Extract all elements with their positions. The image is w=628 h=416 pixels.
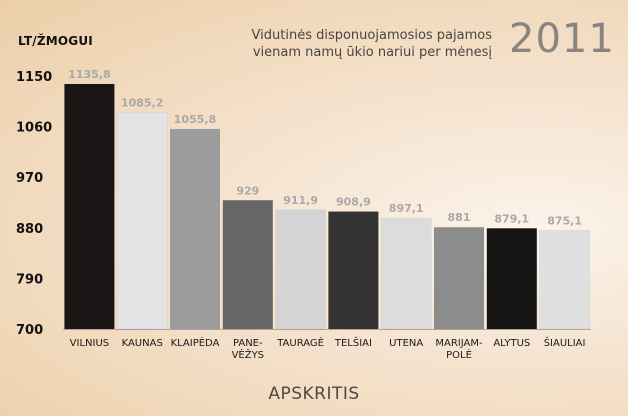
bar-value-label: 929 [236, 184, 259, 197]
bar [328, 211, 379, 329]
y-tick-label: 1150 [16, 70, 52, 85]
bar-value-label: 911,9 [283, 194, 318, 207]
y-tick-label: 790 [16, 272, 43, 287]
x-tick-label: KLAIPĖDA [171, 336, 220, 349]
y-tick-label: 700 [16, 323, 43, 338]
x-tick-label: VILNIUS [70, 338, 109, 349]
chart-year: 2011 [509, 16, 615, 62]
bar [434, 227, 484, 329]
x-tick-label: KAUNAS [122, 338, 163, 349]
bar [539, 230, 590, 330]
bar [275, 209, 326, 330]
x-tick-label: UTENA [389, 338, 423, 349]
bar-value-label: 875,1 [547, 215, 582, 228]
bar [116, 112, 168, 330]
x-tick-label: VĖŽYS [232, 348, 264, 361]
y-tick-label: 1060 [16, 121, 52, 136]
bar-value-label: 879,1 [494, 212, 529, 225]
x-tick-label: MARIJAM- [435, 338, 483, 349]
bar-value-label: 1135,8 [68, 68, 110, 81]
x-tick-label: ŠIAULIAI [544, 336, 586, 349]
x-tick-label: POLĖ [446, 348, 472, 361]
bar-value-label: 881 [448, 211, 471, 224]
x-axis-label: APSKRITIS [268, 384, 360, 404]
bar-value-label: 908,9 [336, 196, 371, 209]
x-tick-label: PANE- [233, 338, 263, 349]
bar [222, 200, 273, 329]
bar [170, 128, 220, 329]
y-axis-unit-label: LT/ŽMOGUI [18, 34, 93, 48]
bar [64, 83, 115, 330]
chart-title-line-2: vienam namų ūkio nariui per mėnesį [252, 45, 492, 60]
bar-value-label: 1085,2 [121, 96, 163, 109]
bar [380, 217, 432, 330]
bar-value-label: 1055,8 [174, 113, 216, 126]
x-tick-label: TELŠIAI [334, 336, 372, 349]
y-tick-label: 880 [16, 222, 43, 237]
chart-title: Vidutinės disponuojamosios pajamos viena… [212, 27, 492, 61]
bar [486, 228, 537, 329]
chart-title-line-1: Vidutinės disponuojamosios pajamos [251, 28, 492, 43]
bar-value-label: 897,1 [389, 202, 424, 215]
x-tick-label: ALYTUS [493, 338, 530, 349]
y-tick-label: 970 [16, 171, 43, 186]
x-tick-label: TAURAGĖ [276, 336, 324, 349]
